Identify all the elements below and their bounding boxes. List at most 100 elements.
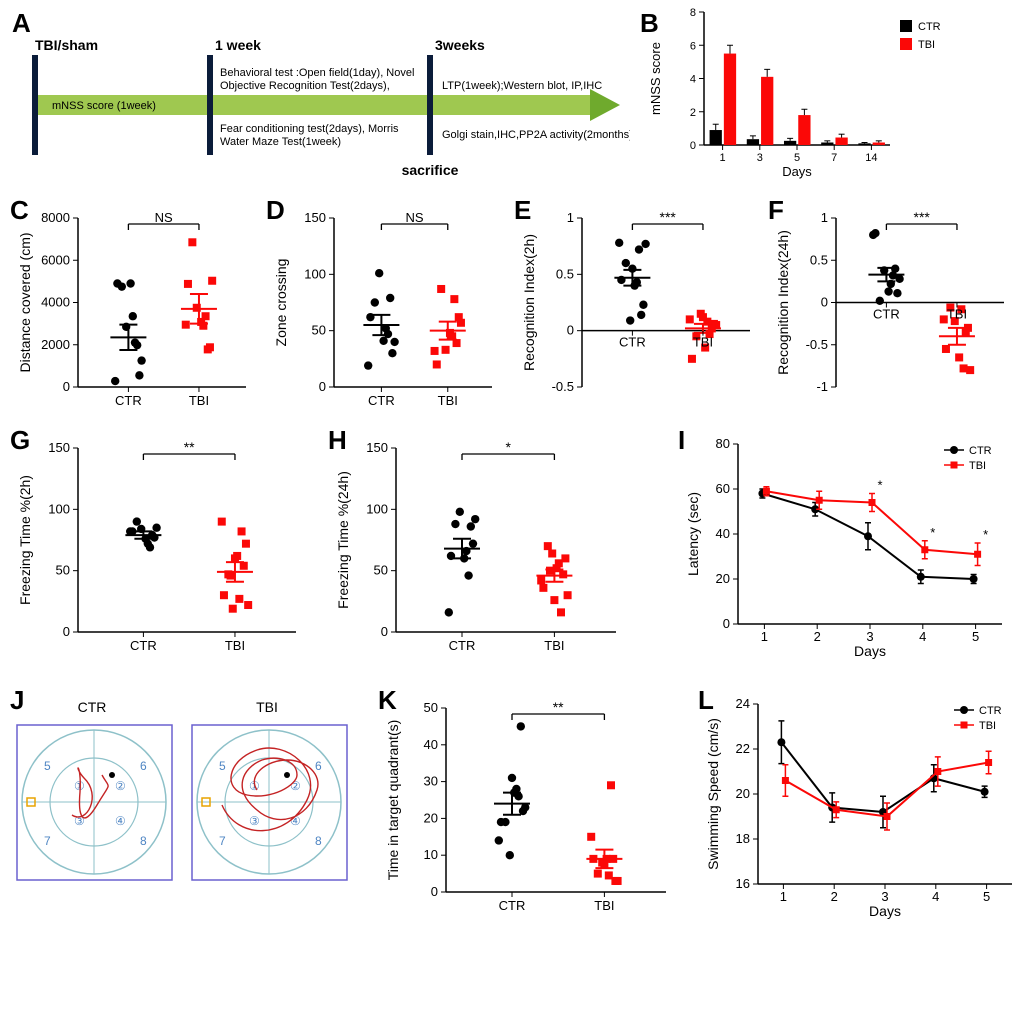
svg-text:0: 0 <box>690 140 696 152</box>
svg-text:NS: NS <box>406 210 424 225</box>
svg-text:*: * <box>930 525 935 540</box>
svg-text:TBI: TBI <box>438 393 458 408</box>
svg-text:5: 5 <box>44 759 51 773</box>
svg-text:***: *** <box>660 209 677 225</box>
svg-text:150: 150 <box>366 440 388 455</box>
svg-text:1: 1 <box>821 210 828 225</box>
svg-text:Fear conditioning test(2days),: Fear conditioning test(2days), Morris <box>220 123 399 135</box>
svg-text:*: * <box>877 478 882 493</box>
svg-text:*: * <box>983 527 988 542</box>
svg-text:TBI: TBI <box>544 638 564 653</box>
svg-text:CTR: CTR <box>115 393 142 408</box>
scatter-target-quadrant: 01020304050Time in target quadrant(s)CTR… <box>380 690 680 920</box>
svg-text:20: 20 <box>716 571 730 586</box>
svg-text:TBI: TBI <box>225 638 245 653</box>
scatter-freezing-24h: 050100150Freezing Time %(24h)CTRTBI* <box>330 430 630 660</box>
svg-text:3: 3 <box>866 629 873 644</box>
svg-text:CTR: CTR <box>499 898 526 913</box>
svg-text:50: 50 <box>56 563 70 578</box>
svg-text:6: 6 <box>315 759 322 773</box>
svg-text:0: 0 <box>723 616 730 631</box>
svg-text:1: 1 <box>780 889 787 904</box>
svg-text:60: 60 <box>716 481 730 496</box>
svg-text:20: 20 <box>736 786 750 801</box>
svg-text:50: 50 <box>312 323 326 338</box>
svg-text:8: 8 <box>315 834 322 848</box>
svg-text:6: 6 <box>140 759 147 773</box>
svg-text:7: 7 <box>219 834 226 848</box>
svg-text:CTR: CTR <box>969 445 992 457</box>
svg-text:TBI: TBI <box>693 335 713 350</box>
svg-text:Days: Days <box>782 164 812 179</box>
svg-text:0: 0 <box>63 379 70 394</box>
svg-text:**: ** <box>184 439 195 455</box>
svg-text:NS: NS <box>155 210 173 225</box>
svg-text:sacrifice: sacrifice <box>402 162 459 178</box>
svg-text:CTR: CTR <box>130 638 157 653</box>
svg-text:④: ④ <box>115 814 126 828</box>
svg-text:50: 50 <box>424 700 438 715</box>
svg-text:LTP(1week);Western blot, IP,IH: LTP(1week);Western blot, IP,IHC <box>442 80 602 92</box>
svg-text:CTR: CTR <box>979 705 1002 717</box>
svg-text:2: 2 <box>814 629 821 644</box>
svg-text:4000: 4000 <box>41 295 70 310</box>
svg-text:0: 0 <box>567 323 574 338</box>
svg-text:4: 4 <box>919 629 926 644</box>
svg-text:Golgi stain,IHC,PP2A activity(: Golgi stain,IHC,PP2A activity(2months). <box>442 129 630 141</box>
svg-text:1: 1 <box>567 210 574 225</box>
svg-text:16: 16 <box>736 876 750 891</box>
svg-text:TBI: TBI <box>189 393 209 408</box>
line-mwm-latency: 02040608012345Latency (sec)Days***CTRTBI <box>680 430 1010 660</box>
svg-text:6000: 6000 <box>41 252 70 267</box>
svg-text:TBI/sham: TBI/sham <box>35 37 98 53</box>
svg-text:Freezing Time %(2h): Freezing Time %(2h) <box>17 475 33 605</box>
svg-text:***: *** <box>914 209 931 225</box>
svg-text:Water Maze Test(1week): Water Maze Test(1week) <box>220 136 341 148</box>
svg-text:Zone crossing: Zone crossing <box>273 259 289 347</box>
scatter-distance: 02000400060008000Distance covered (cm)CT… <box>12 200 260 415</box>
svg-text:5: 5 <box>219 759 226 773</box>
svg-text:0: 0 <box>431 884 438 899</box>
svg-text:6: 6 <box>690 40 696 52</box>
svg-text:1: 1 <box>720 152 726 164</box>
svg-text:TBI: TBI <box>947 307 967 322</box>
svg-text:Distance covered (cm): Distance covered (cm) <box>17 232 33 372</box>
svg-text:150: 150 <box>48 440 70 455</box>
svg-text:50: 50 <box>374 563 388 578</box>
svg-text:Time in target quadrant(s): Time in target quadrant(s) <box>385 720 401 881</box>
timeline-panel-a: TBI/sham 1 week 3weeks mNSS score (1week) Be… <box>10 10 630 190</box>
svg-text:80: 80 <box>716 436 730 451</box>
svg-text:1 week: 1 week <box>215 37 261 53</box>
svg-text:0: 0 <box>381 624 388 639</box>
scatter-recognition-2h: -0.500.51Recognition Index(2h)CTRTBI*** <box>516 200 764 415</box>
svg-text:4: 4 <box>690 74 696 86</box>
svg-text:③: ③ <box>249 814 260 828</box>
svg-text:22: 22 <box>736 741 750 756</box>
svg-text:CTR: CTR <box>918 21 941 33</box>
svg-text:-0.5: -0.5 <box>806 337 828 352</box>
svg-text:Freezing Time %(24h): Freezing Time %(24h) <box>335 471 351 609</box>
svg-text:8: 8 <box>690 7 696 19</box>
svg-text:TBI: TBI <box>969 460 986 472</box>
svg-text:3: 3 <box>881 889 888 904</box>
svg-text:-0.5: -0.5 <box>552 379 574 394</box>
svg-text:7: 7 <box>831 152 837 164</box>
svg-text:Objective Recognition Test(2da: Objective Recognition Test(2days), <box>220 80 390 92</box>
svg-text:mNSS score (1week): mNSS score (1week) <box>52 100 156 112</box>
svg-text:**: ** <box>553 699 564 715</box>
svg-text:Behavioral test :Open field(1d: Behavioral test :Open field(1day), Novel <box>220 67 414 79</box>
svg-text:100: 100 <box>366 501 388 516</box>
svg-text:Recognition Index(24h): Recognition Index(24h) <box>775 230 791 375</box>
svg-text:3weeks: 3weeks <box>435 37 485 53</box>
swim-tracks: CTR①②③④5678TBI①②③④5678 <box>12 690 362 900</box>
svg-text:5: 5 <box>972 629 979 644</box>
svg-text:CTR: CTR <box>368 393 395 408</box>
svg-text:②: ② <box>290 779 301 793</box>
svg-text:mNSS score: mNSS score <box>648 42 663 115</box>
svg-text:30: 30 <box>424 774 438 789</box>
svg-text:100: 100 <box>304 266 326 281</box>
svg-text:CTR: CTR <box>449 638 476 653</box>
svg-text:TBI: TBI <box>979 720 996 732</box>
svg-text:18: 18 <box>736 831 750 846</box>
svg-text:TBI: TBI <box>594 898 614 913</box>
